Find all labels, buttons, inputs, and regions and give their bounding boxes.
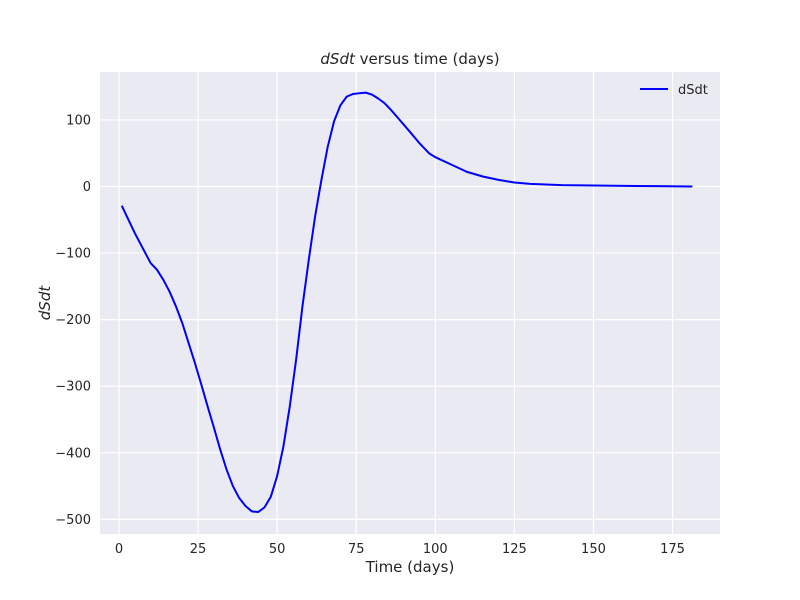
x-tick-label: 125 <box>502 542 527 557</box>
chart-title: dSdt versus time (days) <box>320 50 499 68</box>
legend-label: dSdt <box>678 83 708 98</box>
plot-area <box>100 72 720 534</box>
x-tick-label: 0 <box>115 542 123 557</box>
y-tick-label: 100 <box>66 113 91 128</box>
y-tick-label: −500 <box>55 513 91 528</box>
y-tick-label: 0 <box>83 180 91 195</box>
y-tick-label: −300 <box>55 380 91 395</box>
x-tick-label: 175 <box>660 542 685 557</box>
tick-labels: 0 25 50 75 100 125 150 175 −500 −400 −300 −200 −100 0… <box>55 113 685 557</box>
x-tick-label: 25 <box>190 542 207 557</box>
series-layer <box>121 91 693 514</box>
chart-title-variable: dSdt <box>320 50 356 68</box>
y-axis-label: dSdt <box>36 285 54 321</box>
y-tick-label: −100 <box>55 247 91 262</box>
legend: dSdt <box>640 83 708 98</box>
y-tick-label: −400 <box>55 446 91 461</box>
x-axis-label: Time (days) <box>365 558 455 576</box>
chart-title-rest: versus time (days) <box>355 50 500 68</box>
x-tick-label: 50 <box>269 542 286 557</box>
x-tick-label: 100 <box>423 542 448 557</box>
series-line-dSdt <box>121 91 693 514</box>
y-tick-label: −200 <box>55 313 91 328</box>
x-tick-label: 75 <box>348 542 365 557</box>
x-tick-label: 150 <box>581 542 606 557</box>
